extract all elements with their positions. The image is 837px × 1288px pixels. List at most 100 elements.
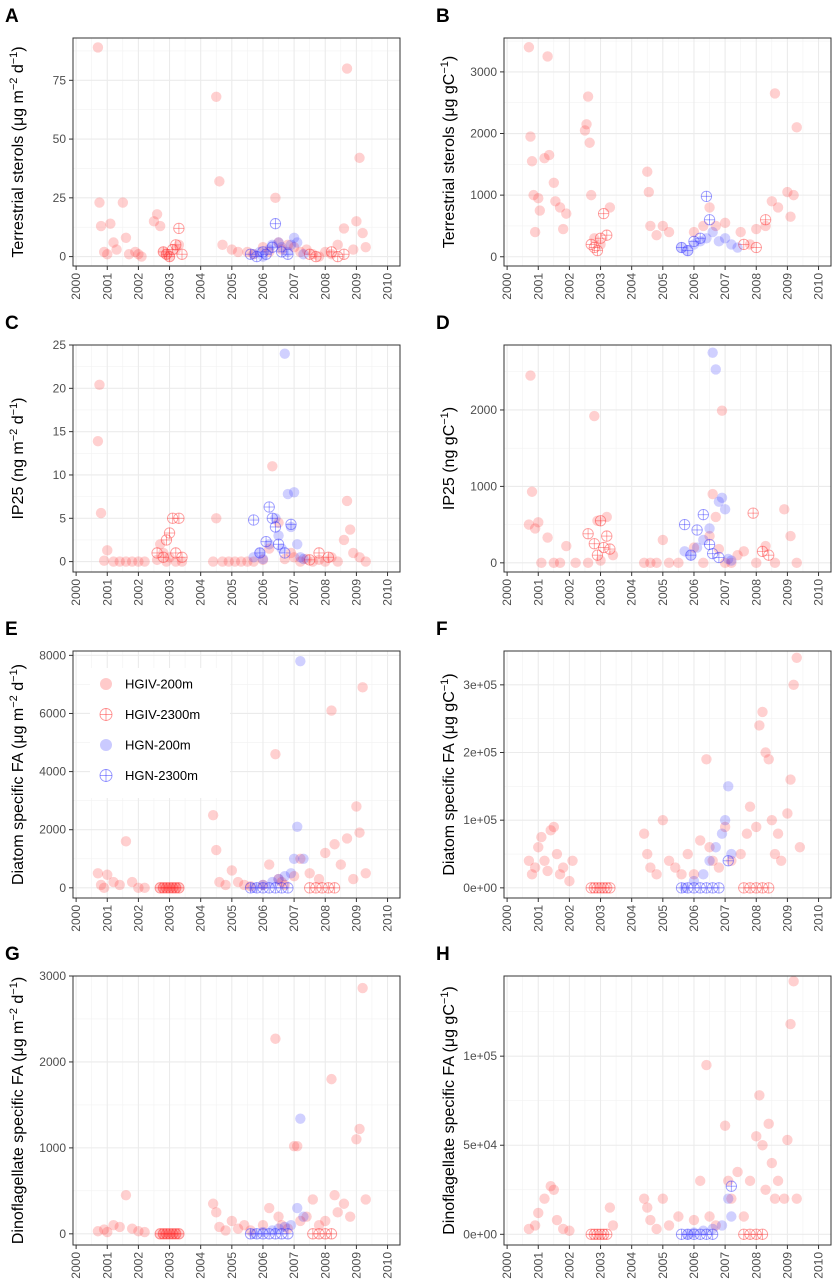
data-point (551, 1214, 563, 1226)
data-point (651, 1223, 662, 1235)
x-tick-label: 2004 (194, 579, 208, 606)
data-point (257, 553, 269, 565)
data-point (151, 209, 163, 220)
data-point (160, 534, 173, 546)
data-point (217, 239, 228, 251)
data-point (769, 557, 781, 569)
data-point (157, 882, 169, 894)
data-point (779, 504, 790, 515)
data-point (92, 868, 104, 879)
data-point (751, 223, 762, 235)
x-tick-label: 2006 (256, 905, 270, 932)
data-point (548, 557, 560, 569)
data-point (557, 862, 569, 873)
data-point (779, 1193, 790, 1204)
data-point (298, 553, 309, 565)
data-point (223, 556, 234, 567)
data-point (594, 515, 607, 527)
legend-marker (99, 708, 113, 721)
data-point (542, 865, 553, 877)
data-point (756, 1228, 769, 1240)
x-tick-label: 2002 (131, 273, 145, 300)
data-point (264, 244, 275, 255)
y-axis-title: Terrestrial sterols (μg m−2 d−1) (8, 46, 27, 257)
legend: HGIV-200m HGIV-2300m HGN-200m HGN-2300m (90, 668, 230, 798)
data-point (738, 882, 750, 894)
data-point (295, 853, 306, 864)
data-point (348, 547, 359, 559)
data-point (601, 882, 613, 894)
data-point (348, 873, 359, 885)
x-tick-label: 2003 (594, 1252, 608, 1279)
y-tick-label: 1e+05 (463, 1049, 497, 1063)
x-tick-label: 2008 (749, 1252, 763, 1279)
data-point (688, 875, 700, 887)
series-hgiv-2300m (582, 507, 775, 561)
panel-c: 2000 2001 2002 2003 2004 2005 2006 2007 2008 2009… (5, 313, 401, 606)
x-tick-label: 2005 (656, 905, 670, 932)
data-point (232, 246, 244, 258)
data-point (92, 435, 104, 447)
data-point (710, 511, 721, 523)
data-point (288, 232, 300, 243)
data-point (164, 552, 175, 563)
data-point (688, 882, 700, 894)
data-point (167, 1228, 178, 1240)
series-hgiv-200m (523, 976, 802, 1236)
data-point (726, 555, 737, 566)
data-point (326, 249, 337, 260)
data-point (682, 848, 693, 860)
panel-letter: A (5, 6, 19, 27)
data-point (719, 814, 731, 826)
series-hgn-200m (248, 232, 309, 262)
data-point (529, 226, 541, 238)
data-point (713, 496, 725, 507)
data-point (154, 1228, 166, 1240)
data-point (154, 882, 166, 894)
data-point (160, 1228, 173, 1240)
data-point (276, 1228, 288, 1240)
data-point (123, 249, 135, 260)
data-point (738, 1228, 750, 1240)
data-point (638, 1193, 650, 1204)
data-point (108, 1220, 119, 1231)
data-point (548, 821, 560, 833)
data-point (676, 242, 687, 253)
data-point (207, 809, 219, 821)
panel-border (503, 344, 832, 573)
data-point (167, 1228, 179, 1240)
x-tick-label: 2003 (594, 273, 608, 300)
data-point (170, 882, 181, 894)
data-point (657, 534, 669, 546)
data-point (98, 882, 110, 894)
data-point (539, 1193, 550, 1204)
data-point (723, 553, 734, 565)
data-point (155, 539, 166, 550)
x-tick-label: 2009 (780, 1252, 794, 1279)
data-point (766, 196, 778, 207)
data-point (248, 556, 259, 567)
data-point (675, 882, 688, 894)
x-tick-label: 2003 (163, 579, 177, 606)
data-point (785, 530, 796, 542)
data-point (320, 847, 331, 859)
data-point (98, 1224, 110, 1235)
plot-area (73, 38, 400, 266)
data-point (173, 239, 185, 251)
data-point (747, 507, 759, 519)
data-point (663, 1220, 675, 1231)
data-point (319, 1228, 331, 1240)
data-point (700, 1228, 713, 1240)
data-point (794, 842, 806, 853)
data-point (139, 882, 150, 894)
x-tick-label: 2001 (100, 579, 114, 606)
data-point (207, 556, 219, 567)
data-point (295, 552, 306, 563)
data-point (158, 547, 169, 559)
x-tick-label: 2006 (256, 273, 270, 300)
plot-area (504, 345, 831, 572)
data-point (588, 241, 600, 254)
data-point (170, 1228, 181, 1240)
y-tick-label: 8000 (39, 648, 66, 662)
